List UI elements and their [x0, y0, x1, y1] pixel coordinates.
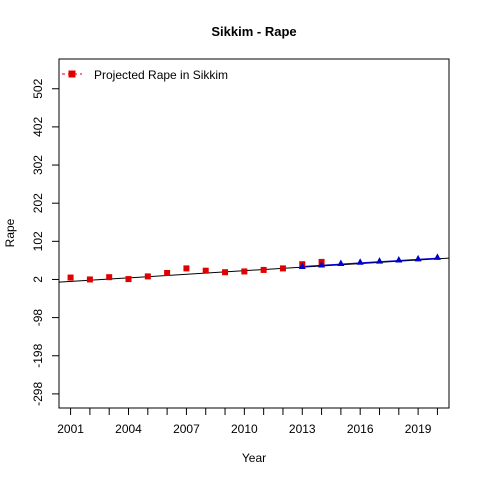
- data-markers: [67, 253, 441, 283]
- data-point-square: [125, 276, 132, 283]
- x-tick-label: 2004: [115, 422, 142, 436]
- data-point-triangle: [356, 258, 364, 265]
- legend: Projected Rape in Sikkim: [62, 68, 228, 82]
- y-tick-label: 202: [31, 193, 45, 213]
- data-point-square: [67, 274, 74, 281]
- data-point-triangle: [433, 253, 441, 260]
- y-tick-label: 2: [31, 276, 45, 283]
- y-tick-label: 302: [31, 155, 45, 175]
- data-point-square: [260, 266, 267, 273]
- data-point-square: [222, 269, 229, 276]
- data-point-square: [202, 267, 209, 274]
- forecast-line: [302, 257, 438, 267]
- chart-title: Sikkim - Rape: [211, 24, 296, 39]
- data-point-triangle: [298, 262, 306, 269]
- data-point-triangle: [414, 254, 422, 262]
- data-point-square: [164, 269, 171, 276]
- y-axis-label: Rape: [3, 218, 17, 247]
- x-tick-label: 2007: [173, 422, 200, 436]
- data-point-square: [86, 276, 93, 283]
- x-tick-label: 2016: [347, 422, 374, 436]
- y-tick-label: 402: [31, 117, 45, 137]
- trend-lines: [58, 257, 450, 283]
- data-point-square: [183, 265, 190, 272]
- data-point-triangle: [337, 259, 345, 266]
- data-point-triangle: [395, 256, 403, 263]
- data-point-square: [241, 268, 248, 275]
- y-tick-label: -298: [31, 382, 45, 406]
- y-tick-label: -198: [31, 343, 45, 367]
- x-tick-label: 2013: [289, 422, 316, 436]
- legend-marker-square: [68, 70, 76, 78]
- x-tick-label: 2010: [231, 422, 258, 436]
- y-tick-label: -98: [31, 309, 45, 327]
- trend-line: [58, 257, 450, 283]
- x-tick-label: 2001: [57, 422, 84, 436]
- y-tick-label: 102: [31, 231, 45, 251]
- data-point-triangle: [375, 257, 383, 264]
- y-axis: -298 -198 -98 2 102 202 302 402 502: [31, 78, 59, 406]
- x-axis: 2001 2004 2007 2010 2013 2016 2019: [57, 408, 438, 436]
- data-point-triangle: [318, 260, 326, 268]
- data-point-square: [106, 274, 113, 281]
- y-tick-label: 502: [31, 78, 45, 98]
- data-point-square: [279, 265, 286, 272]
- x-tick-label: 2019: [405, 422, 432, 436]
- plot-frame: [58, 58, 450, 409]
- x-axis-label: Year: [242, 451, 266, 465]
- data-point-square: [144, 273, 151, 280]
- legend-label: Projected Rape in Sikkim: [94, 68, 228, 82]
